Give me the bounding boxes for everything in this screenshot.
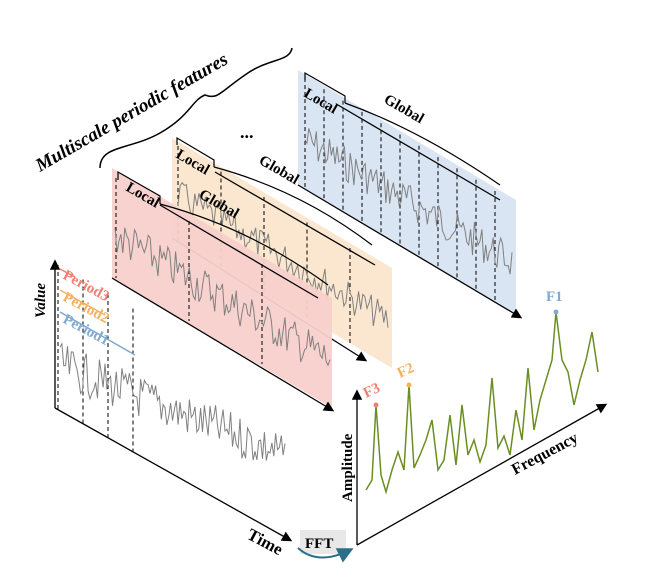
f1-label: F1	[546, 289, 563, 305]
period1-axis	[297, 184, 523, 319]
period2-local-bracket	[176, 136, 215, 167]
fft-arrow	[297, 547, 354, 563]
time-series	[59, 342, 286, 461]
period2-plane-fill	[172, 138, 392, 368]
period3-global-span	[159, 204, 319, 299]
value-axis-label: Value	[33, 283, 49, 318]
period3-plane-fill	[112, 168, 332, 408]
period2-span	[59, 289, 106, 316]
period3-axis	[111, 277, 335, 412]
amplitude-axis-label: Amplitude	[340, 433, 356, 502]
period3-span	[59, 268, 76, 278]
period1-global-span	[337, 104, 501, 201]
period2-global-bracket	[213, 166, 373, 246]
fft-label: FFT	[305, 536, 333, 552]
frequency-axis	[356, 403, 608, 546]
period2-global-span	[214, 171, 376, 266]
period1-series	[304, 128, 513, 275]
period1-global-bracket	[344, 102, 501, 186]
frequency-axis-label: Frequency	[509, 429, 581, 478]
f3-peak-marker	[373, 402, 379, 408]
period-dividers	[57, 265, 134, 454]
period3-local-bracket	[117, 170, 161, 204]
f3-label: F3	[361, 380, 383, 402]
period3-series	[114, 227, 331, 367]
title-brace	[99, 47, 293, 169]
f2-label: F2	[395, 360, 417, 382]
f1-peak-marker	[553, 309, 559, 315]
period1-dividers	[304, 78, 496, 301]
period1-local-bracket	[304, 71, 346, 103]
time-x-axis	[54, 407, 293, 542]
period3-plane: Local Global	[111, 168, 335, 412]
time-axis-label: Time	[244, 525, 286, 560]
fft-transform: FFT	[297, 530, 354, 563]
period3-global-bracket	[159, 203, 329, 286]
period1-global-label: Global	[381, 92, 427, 128]
spectrum-series	[365, 311, 599, 495]
ellipsis-label: ...	[240, 122, 254, 142]
f2-peak-marker	[406, 382, 412, 388]
period1-span	[59, 311, 136, 356]
